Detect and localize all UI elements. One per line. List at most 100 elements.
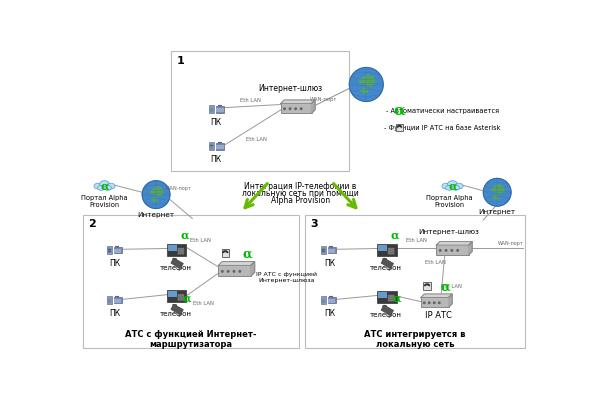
Circle shape [388, 248, 389, 249]
Circle shape [483, 179, 511, 206]
Bar [378, 245, 388, 251]
Polygon shape [491, 185, 504, 194]
Bar [328, 249, 335, 253]
Text: - Фукнции IP АТС на базе Asterisk: - Фукнции IP АТС на базе Asterisk [384, 124, 501, 131]
Text: IP-
телефон: IP- телефон [159, 258, 191, 271]
Text: Интеграция IP-телефонии в: Интеграция IP-телефонии в [244, 183, 356, 191]
Bar [378, 244, 396, 256]
Circle shape [451, 249, 453, 251]
Polygon shape [150, 187, 163, 196]
Circle shape [233, 270, 235, 272]
Circle shape [182, 297, 183, 298]
Bar [108, 301, 111, 302]
Bar [113, 297, 122, 303]
Bar [108, 249, 111, 250]
Bar [421, 297, 448, 307]
Circle shape [391, 251, 392, 252]
Circle shape [222, 270, 223, 272]
Circle shape [239, 270, 241, 272]
Text: IP-
телефон: IP- телефон [159, 305, 191, 317]
Text: Интернет: Интернет [137, 211, 175, 218]
Text: IP АТС: IP АТС [425, 311, 452, 320]
Text: Eth LAN: Eth LAN [406, 238, 427, 243]
Text: IP-
телефон: IP- телефон [369, 258, 401, 271]
Circle shape [438, 302, 440, 304]
Polygon shape [360, 88, 368, 93]
Bar [381, 258, 394, 268]
Circle shape [440, 249, 441, 251]
Circle shape [388, 251, 389, 252]
Ellipse shape [107, 183, 115, 189]
Ellipse shape [100, 181, 109, 187]
Bar [322, 251, 325, 252]
Bar [437, 245, 468, 255]
Bar [216, 106, 224, 113]
Ellipse shape [448, 181, 457, 187]
Bar [171, 304, 183, 315]
Polygon shape [468, 242, 472, 255]
Circle shape [388, 297, 389, 299]
Bar [168, 245, 177, 251]
Circle shape [428, 302, 430, 304]
Ellipse shape [445, 185, 453, 190]
Circle shape [391, 253, 392, 254]
Circle shape [392, 295, 394, 297]
Circle shape [391, 297, 392, 299]
Bar [217, 145, 224, 149]
Circle shape [182, 299, 183, 300]
Bar [378, 291, 396, 303]
Circle shape [445, 249, 447, 251]
Circle shape [392, 253, 394, 254]
Text: ПК: ПК [110, 259, 121, 268]
Text: 2: 2 [88, 219, 96, 229]
Circle shape [227, 270, 229, 272]
Bar [328, 299, 335, 303]
Text: Eth LAN: Eth LAN [240, 98, 260, 103]
Circle shape [391, 300, 392, 301]
Bar [216, 143, 224, 150]
Text: α: α [440, 280, 450, 293]
Text: α: α [393, 293, 401, 304]
Circle shape [178, 253, 179, 254]
Circle shape [295, 108, 296, 110]
Polygon shape [421, 294, 452, 297]
Bar [210, 145, 214, 146]
Circle shape [182, 253, 183, 254]
Bar [172, 51, 349, 171]
Circle shape [392, 300, 394, 301]
Text: α: α [100, 181, 109, 192]
Bar [107, 246, 112, 254]
Polygon shape [251, 262, 255, 276]
Bar [322, 301, 325, 302]
Bar [322, 299, 325, 300]
Circle shape [182, 248, 183, 249]
Circle shape [181, 248, 182, 249]
Circle shape [181, 297, 182, 298]
Text: WAN-порт: WAN-порт [498, 241, 524, 246]
Text: 3: 3 [310, 219, 317, 229]
Ellipse shape [94, 183, 102, 189]
Bar [168, 291, 177, 297]
Text: ПК: ПК [324, 308, 335, 318]
Bar [113, 247, 122, 253]
Bar [218, 265, 251, 276]
Bar [209, 105, 214, 113]
Circle shape [392, 248, 394, 249]
Text: Eth LAN: Eth LAN [441, 284, 462, 289]
Bar [423, 282, 431, 290]
Circle shape [434, 302, 435, 304]
Text: Alpha Provision: Alpha Provision [270, 196, 330, 205]
Polygon shape [448, 294, 452, 307]
Ellipse shape [442, 183, 450, 189]
Bar [167, 290, 186, 302]
Text: 1: 1 [177, 56, 185, 67]
Polygon shape [437, 242, 472, 245]
Circle shape [181, 295, 182, 296]
Circle shape [457, 249, 458, 251]
Bar [108, 299, 111, 300]
Bar [281, 103, 312, 113]
Text: Eth LAN: Eth LAN [191, 238, 211, 242]
Bar [327, 247, 336, 253]
Text: локальную сеть при помощи: локальную сеть при помощи [242, 189, 359, 198]
Bar [83, 215, 299, 348]
